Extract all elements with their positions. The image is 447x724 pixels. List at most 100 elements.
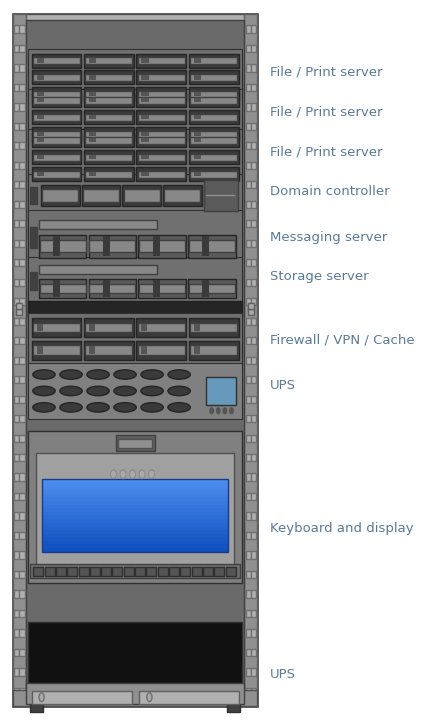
Bar (32, 88, 81, 101)
Bar (20, 240, 25, 247)
Bar (20, 532, 25, 539)
Bar (14, 571, 20, 578)
Bar (42, 489, 228, 494)
Bar (14, 395, 20, 403)
Circle shape (39, 693, 44, 702)
Bar (20, 590, 25, 597)
Bar (251, 84, 256, 91)
Text: Messaging server: Messaging server (270, 231, 388, 244)
Bar (32, 127, 81, 141)
Bar (124, 567, 134, 576)
Bar (14, 337, 20, 345)
Bar (33, 90, 80, 98)
Bar (138, 279, 186, 298)
Bar (139, 240, 185, 252)
Bar (245, 395, 251, 403)
Bar (194, 98, 201, 103)
Bar (248, 303, 254, 309)
Bar (245, 220, 251, 227)
Bar (245, 240, 251, 247)
Bar (33, 345, 80, 355)
Bar (190, 130, 237, 138)
Bar (42, 493, 228, 497)
Bar (136, 133, 186, 147)
Bar (251, 220, 256, 227)
Bar (194, 132, 201, 136)
Bar (251, 415, 256, 422)
Bar (138, 130, 185, 138)
Bar (89, 59, 97, 63)
Bar (194, 138, 201, 143)
Bar (245, 415, 251, 422)
Circle shape (139, 470, 144, 479)
Bar (89, 132, 97, 136)
Bar (189, 110, 239, 125)
Bar (118, 439, 152, 448)
Ellipse shape (141, 403, 163, 412)
Text: UPS: UPS (270, 668, 296, 681)
Bar (206, 376, 236, 405)
Bar (251, 259, 256, 266)
Bar (194, 324, 200, 332)
Bar (245, 590, 251, 597)
Bar (251, 532, 256, 539)
Bar (14, 142, 20, 149)
Circle shape (112, 471, 115, 477)
Bar (40, 284, 85, 293)
Text: Keyboard and display: Keyboard and display (270, 522, 414, 535)
Bar (20, 123, 25, 130)
Bar (20, 649, 25, 656)
Ellipse shape (87, 403, 109, 412)
Bar (202, 280, 210, 297)
Bar (136, 341, 186, 360)
Bar (42, 504, 228, 508)
Bar (84, 54, 134, 67)
Bar (85, 323, 132, 332)
Bar (245, 649, 251, 656)
Bar (189, 54, 239, 67)
Bar (136, 167, 186, 181)
Bar (20, 220, 25, 227)
Bar (245, 434, 251, 442)
Bar (20, 259, 25, 266)
Bar (14, 357, 20, 364)
Bar (33, 153, 80, 161)
Bar (245, 25, 251, 33)
Bar (20, 318, 25, 325)
Bar (37, 138, 44, 143)
Bar (89, 155, 97, 159)
Ellipse shape (60, 370, 82, 379)
Bar (84, 93, 134, 107)
Bar (89, 279, 136, 298)
Bar (245, 473, 251, 481)
Bar (245, 318, 251, 325)
Bar (139, 691, 240, 704)
Bar (158, 567, 168, 576)
Bar (85, 74, 132, 81)
Bar (30, 272, 37, 290)
Bar (138, 90, 185, 98)
Bar (20, 415, 25, 422)
Text: UPS: UPS (270, 379, 296, 392)
Bar (89, 346, 95, 354)
Bar (113, 567, 122, 576)
Bar (20, 610, 25, 617)
Bar (14, 513, 20, 520)
Bar (84, 88, 134, 101)
Bar (203, 180, 238, 211)
Bar (28, 129, 242, 185)
Bar (32, 54, 81, 67)
Bar (33, 567, 43, 576)
Bar (20, 64, 25, 72)
Bar (164, 189, 200, 202)
Bar (32, 691, 131, 704)
Bar (28, 89, 242, 146)
Bar (189, 133, 239, 147)
Bar (20, 395, 25, 403)
Circle shape (230, 408, 233, 413)
Bar (251, 590, 256, 597)
Bar (227, 704, 240, 712)
Bar (14, 201, 20, 208)
Bar (141, 59, 149, 63)
Bar (251, 357, 256, 364)
